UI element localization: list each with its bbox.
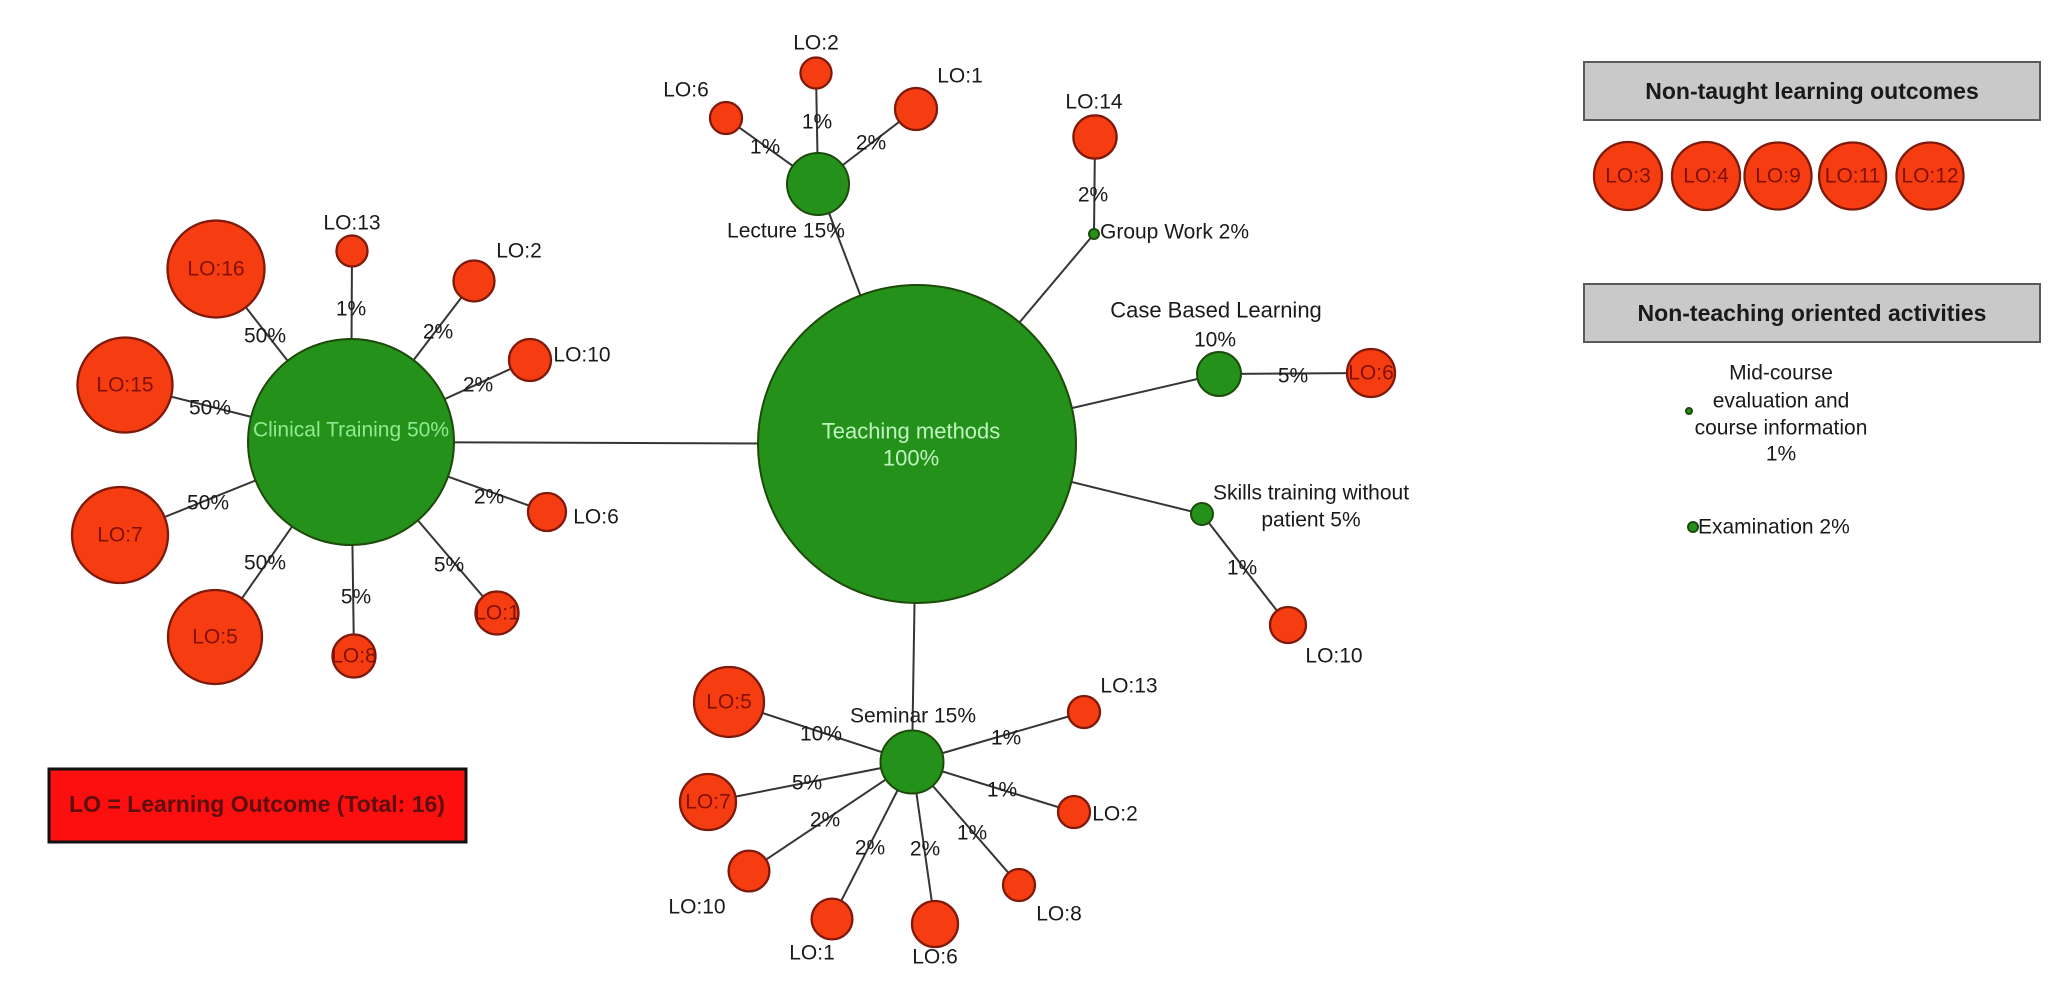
svg-text:LO:10: LO:10 <box>1305 645 1362 668</box>
svg-text:LO:15: LO:15 <box>96 374 153 397</box>
svg-text:Examination 2%: Examination 2% <box>1698 516 1850 539</box>
svg-text:Case Based Learning: Case Based Learning <box>1110 298 1322 323</box>
svg-text:Non-taught learning outcomes: Non-taught learning outcomes <box>1645 78 1979 104</box>
svg-text:5%: 5% <box>1278 365 1308 388</box>
svg-text:Skills training without: Skills training without <box>1213 482 1409 505</box>
svg-text:1%: 1% <box>336 298 366 321</box>
svg-text:evaluation and: evaluation and <box>1713 390 1850 413</box>
svg-text:10%: 10% <box>1194 329 1236 352</box>
svg-text:2%: 2% <box>463 374 493 397</box>
svg-text:LO:11: LO:11 <box>1825 165 1881 188</box>
svg-text:5%: 5% <box>341 586 371 609</box>
svg-text:1%: 1% <box>991 727 1021 750</box>
svg-text:LO:13: LO:13 <box>1100 675 1157 698</box>
svg-text:50%: 50% <box>244 552 286 575</box>
svg-text:50%: 50% <box>187 492 229 515</box>
svg-text:Clinical Training 50%: Clinical Training 50% <box>253 419 449 442</box>
svg-text:LO:14: LO:14 <box>1065 91 1123 114</box>
svg-text:LO:9: LO:9 <box>1755 165 1801 188</box>
svg-text:LO:10: LO:10 <box>668 896 725 919</box>
svg-text:LO:2: LO:2 <box>1092 803 1138 826</box>
svg-text:LO:16: LO:16 <box>187 258 244 281</box>
svg-text:5%: 5% <box>792 772 822 795</box>
svg-text:Mid-course: Mid-course <box>1729 362 1833 385</box>
svg-text:1%: 1% <box>750 136 780 159</box>
svg-text:LO:1: LO:1 <box>789 942 835 965</box>
svg-text:2%: 2% <box>474 486 504 509</box>
svg-text:2%: 2% <box>1078 184 1108 207</box>
svg-text:LO:5: LO:5 <box>192 626 238 649</box>
svg-text:1%: 1% <box>957 822 987 845</box>
svg-text:LO:6: LO:6 <box>573 506 619 529</box>
svg-text:LO:7: LO:7 <box>97 524 143 547</box>
svg-text:LO:2: LO:2 <box>496 240 542 263</box>
svg-text:LO:10: LO:10 <box>553 344 610 367</box>
svg-text:LO:8: LO:8 <box>1036 903 1082 926</box>
svg-text:Lecture 15%: Lecture 15% <box>727 220 845 243</box>
svg-text:100%: 100% <box>883 446 939 471</box>
svg-text:LO:1: LO:1 <box>474 602 520 625</box>
svg-text:1%: 1% <box>802 111 832 134</box>
svg-text:50%: 50% <box>189 397 231 420</box>
svg-text:2%: 2% <box>855 837 885 860</box>
svg-text:LO:2: LO:2 <box>793 32 839 55</box>
svg-text:LO:1: LO:1 <box>937 65 983 88</box>
svg-text:1%: 1% <box>987 779 1017 802</box>
svg-text:LO:6: LO:6 <box>912 946 958 969</box>
svg-text:LO:5: LO:5 <box>706 691 752 714</box>
svg-text:2%: 2% <box>910 838 940 861</box>
svg-text:1%: 1% <box>1227 557 1257 580</box>
svg-text:Group Work 2%: Group Work 2% <box>1100 221 1249 244</box>
svg-text:LO:8: LO:8 <box>331 645 377 668</box>
svg-text:Teaching methods: Teaching methods <box>822 419 1001 444</box>
svg-text:Seminar 15%: Seminar 15% <box>850 705 976 728</box>
svg-text:2%: 2% <box>810 809 840 832</box>
svg-text:2%: 2% <box>423 321 453 344</box>
svg-text:LO:13: LO:13 <box>323 212 380 235</box>
svg-text:course information: course information <box>1695 417 1868 440</box>
svg-text:2%: 2% <box>856 132 886 155</box>
svg-text:patient 5%: patient 5% <box>1261 509 1360 532</box>
svg-text:10%: 10% <box>800 723 842 746</box>
svg-text:LO:3: LO:3 <box>1605 165 1651 188</box>
svg-text:Non-teaching oriented activiti: Non-teaching oriented activities <box>1638 300 1987 326</box>
svg-text:50%: 50% <box>244 325 286 348</box>
svg-text:1%: 1% <box>1766 443 1796 466</box>
svg-text:5%: 5% <box>434 554 464 577</box>
svg-text:LO:4: LO:4 <box>1683 165 1729 188</box>
svg-text:LO = Learning Outcome (Total:: LO = Learning Outcome (Total: 16) <box>69 791 445 817</box>
svg-text:LO:12: LO:12 <box>1901 165 1958 188</box>
svg-text:LO:7: LO:7 <box>685 791 731 814</box>
svg-text:LO:6: LO:6 <box>1348 362 1394 385</box>
svg-text:LO:6: LO:6 <box>663 79 709 102</box>
